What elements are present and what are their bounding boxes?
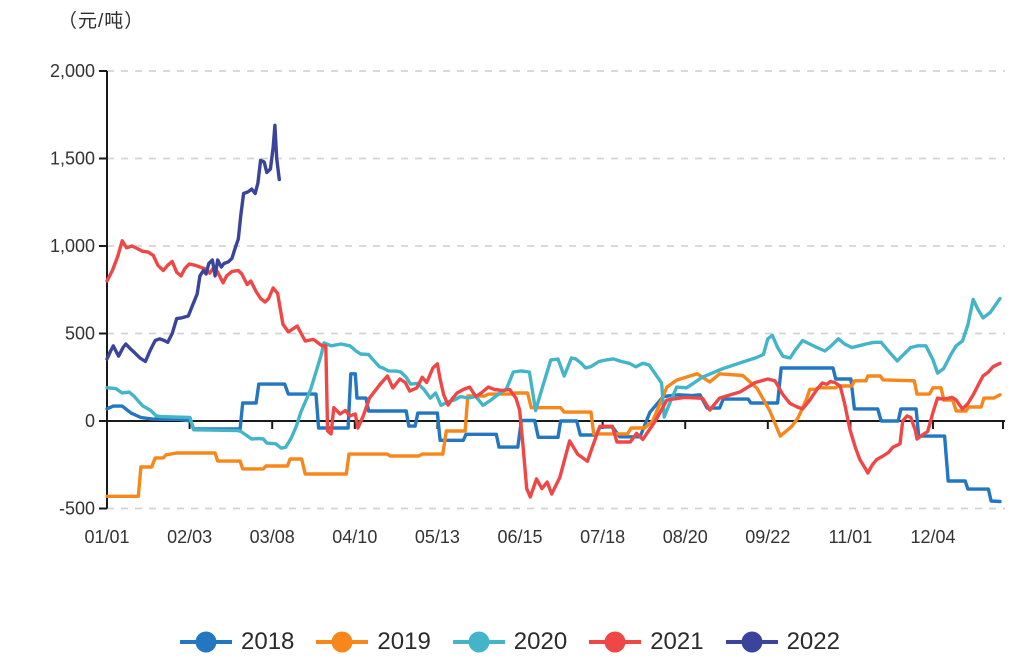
series-line-2018 <box>105 366 1002 504</box>
chart-legend: 2018 2019 2020 2021 2022 <box>0 624 1020 660</box>
y-tick-label: 1,500 <box>50 149 95 169</box>
x-tick-label: 03/08 <box>250 527 295 547</box>
legend-item-2019[interactable]: 2019 <box>316 628 431 656</box>
legend-item-2021[interactable]: 2021 <box>589 628 704 656</box>
line-chart: 2,000 1,500 1,000 500 0 -500 01/01 02/03 03/08 04… <box>50 61 1005 547</box>
legend-marker-2021 <box>589 631 642 653</box>
legend-marker-2019 <box>316 631 369 653</box>
legend-label-2020: 2020 <box>513 628 568 655</box>
x-tick-label: 02/03 <box>167 527 212 547</box>
y-tick-label: -500 <box>59 499 95 519</box>
y-axis-unit-label: （元/吨） <box>58 11 145 32</box>
legend-marker-2018 <box>180 631 233 653</box>
y-tick-label: 1,000 <box>50 236 95 256</box>
legend-label-2021: 2021 <box>650 628 704 655</box>
legend-marker-2022 <box>725 631 778 653</box>
y-tick-label: 500 <box>65 324 95 344</box>
x-tick-label: 06/15 <box>497 527 542 547</box>
legend-label-2022: 2022 <box>786 628 840 655</box>
x-tick-label: 12/04 <box>911 527 956 547</box>
series-line-2020 <box>105 296 1002 450</box>
legend-marker-2020 <box>452 631 505 653</box>
x-tick-label: 08/20 <box>663 527 708 547</box>
legend-item-2020[interactable]: 2020 <box>452 628 568 656</box>
legend-label-2019: 2019 <box>377 628 431 655</box>
x-tick-label: 09/22 <box>745 527 790 547</box>
y-tick-label: 2,000 <box>50 61 95 81</box>
series-line-2021 <box>105 239 1002 499</box>
series-line-2022 <box>105 123 281 364</box>
x-tick-label: 04/10 <box>332 527 377 547</box>
legend-item-2022[interactable]: 2022 <box>725 628 840 656</box>
x-tick-label: 01/01 <box>84 527 129 547</box>
y-tick-label: 0 <box>85 411 95 431</box>
legend-item-2018[interactable]: 2018 <box>180 628 294 656</box>
legend-label-2018: 2018 <box>241 628 295 655</box>
x-tick-label: 11/01 <box>829 527 873 547</box>
x-tick-label: 07/18 <box>580 527 625 547</box>
x-tick-label: 05/13 <box>415 527 460 547</box>
series-line-2019 <box>105 372 1002 498</box>
